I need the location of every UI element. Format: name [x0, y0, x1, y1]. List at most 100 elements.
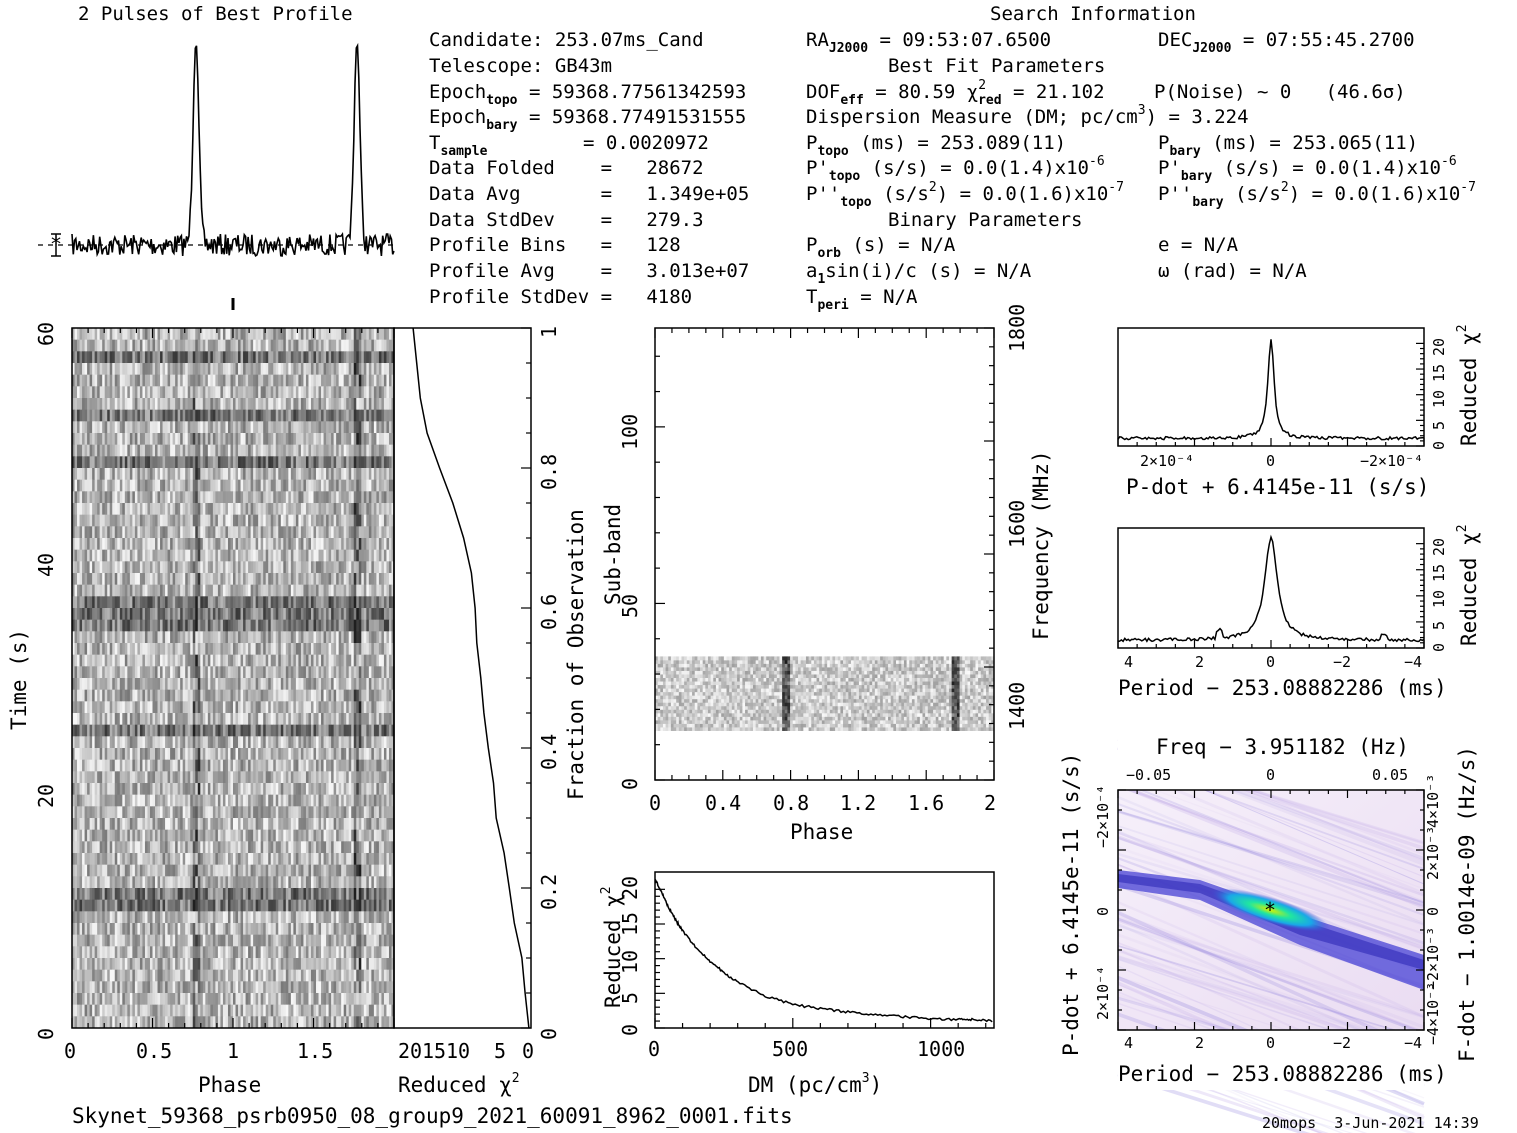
time-phase-cell — [192, 573, 196, 586]
time-phase-cell — [99, 351, 103, 364]
time-phase-cell — [278, 701, 282, 714]
time-phase-cell — [318, 538, 322, 551]
time-phase-cell — [278, 444, 282, 457]
time-phase-cell — [318, 514, 322, 527]
time-phase-cell — [245, 608, 249, 621]
time-phase-cell — [92, 713, 96, 726]
time-phase-cell — [195, 328, 199, 341]
time-phase-cell — [240, 596, 244, 609]
time-phase-cell — [253, 409, 257, 422]
time-phase-cell — [308, 479, 312, 492]
time-phase-cell — [139, 549, 143, 562]
time-phase-cell — [366, 433, 370, 446]
time-phase-cell — [84, 479, 88, 492]
time-phase-cell — [104, 374, 108, 387]
time-phase-cell — [122, 444, 126, 457]
time-phase-cell — [331, 421, 335, 434]
time-phase-cell — [114, 771, 118, 784]
time-phase-cell — [217, 409, 221, 422]
time-phase-cell — [298, 608, 302, 621]
time-phase-cell — [104, 433, 108, 446]
time-phase-cell — [305, 771, 309, 784]
time-phase-cell — [240, 713, 244, 726]
time-phase-cell — [263, 736, 267, 749]
time-phase-cell — [253, 444, 257, 457]
time-phase-cell — [353, 631, 357, 644]
time-phase-cell — [94, 374, 98, 387]
time-phase-cell — [99, 748, 103, 761]
time-phase-cell — [162, 491, 166, 504]
time-phase-cell — [318, 736, 322, 749]
time-phase-cell — [192, 584, 196, 597]
time-phase-cell — [109, 643, 113, 656]
time-phase-cell — [371, 619, 375, 632]
time-phase-cell — [293, 444, 297, 457]
time-phase-cell — [316, 374, 319, 387]
time-phase-cell — [265, 374, 269, 387]
time-phase-cell — [152, 713, 156, 726]
time-phase-cell — [268, 328, 272, 341]
time-phase-cell — [238, 526, 241, 539]
time-phase-cell — [293, 374, 297, 387]
time-phase-cell — [124, 678, 128, 691]
time-phase-cell — [220, 654, 224, 667]
time-phase-cell — [160, 351, 163, 364]
time-phase-cell — [300, 608, 304, 621]
time-phase-cell — [348, 596, 352, 609]
time-phase-cell — [361, 538, 365, 551]
time-phase-cell — [258, 631, 262, 644]
time-phase-cell — [124, 351, 128, 364]
telescope-line: Telescope: GB43m — [429, 55, 612, 77]
time-phase-cell — [177, 771, 181, 784]
time-phase-cell — [132, 724, 136, 737]
time-phase-cell — [235, 666, 239, 679]
time-phase-cell — [147, 491, 151, 504]
time-phase-cell — [190, 759, 194, 772]
time-phase-cell — [205, 421, 209, 434]
time-phase-cell — [205, 433, 209, 446]
time-phase-cell — [295, 328, 299, 341]
omega-line: ω (rad) = N/A — [1158, 260, 1307, 282]
time-phase-cell — [238, 409, 241, 422]
time-phase-cell — [139, 654, 143, 667]
time-phase-cell — [170, 631, 174, 644]
time-phase-cell — [119, 631, 123, 644]
time-phase-cell — [129, 386, 133, 399]
time-phase-cell — [333, 573, 337, 586]
time-phase-cell — [97, 363, 101, 376]
time-phase-cell — [240, 736, 244, 749]
time-phase-cell — [383, 631, 387, 644]
time-phase-cell — [383, 549, 387, 562]
time-phase-cell — [177, 351, 181, 364]
time-phase-cell — [200, 433, 204, 446]
time-phase-cell — [102, 351, 106, 364]
time-phase-cell — [310, 584, 314, 597]
time-phase-cell — [119, 409, 123, 422]
time-phase-cell — [185, 736, 189, 749]
time-phase-cell — [182, 468, 186, 481]
time-phase-cell — [233, 759, 236, 772]
time-phase-cell — [149, 409, 153, 422]
time-phase-cell — [72, 584, 75, 597]
time-phase-cell — [238, 666, 241, 679]
time-phase-cell — [316, 748, 319, 761]
time-phase-cell — [217, 456, 221, 469]
time-phase-cell — [227, 724, 231, 737]
time-phase-cell — [92, 549, 96, 562]
time-phase-cell — [253, 456, 257, 469]
time-phase-cell — [97, 503, 101, 516]
time-phase-cell — [207, 468, 211, 481]
time-phase-cell — [97, 328, 101, 341]
time-phase-cell — [371, 351, 375, 364]
time-phase-cell — [331, 549, 335, 562]
time-phase-cell — [99, 433, 103, 446]
time-phase-cell — [200, 759, 204, 772]
time-phase-cell — [117, 573, 121, 586]
time-phase-cell — [157, 433, 161, 446]
time-phase-cell — [220, 374, 224, 387]
time-phase-cell — [227, 433, 231, 446]
time-phase-cell — [341, 713, 345, 726]
time-phase-cell — [207, 608, 211, 621]
time-phase-cell — [77, 573, 80, 586]
time-phase-cell — [270, 608, 274, 621]
